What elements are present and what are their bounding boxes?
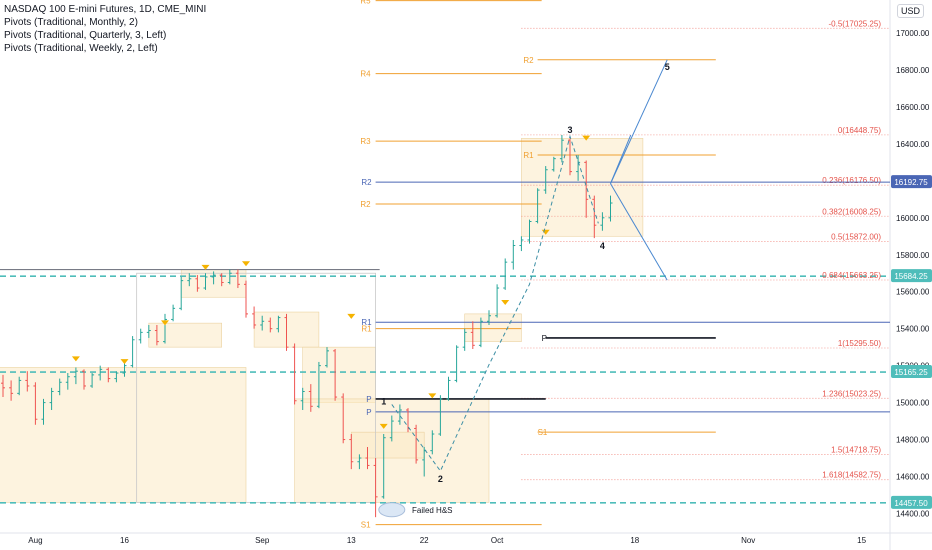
orange-triangle-marker (379, 423, 388, 429)
orange-triangle-marker (161, 320, 169, 326)
fib-level-label: 0.684(15663.25) (822, 271, 881, 280)
chart-legend: NASDAQ 100 E-mini Futures, 1D, CME_MINI … (4, 3, 206, 55)
projection-arrow-down (610, 183, 668, 281)
x-tick-label: 22 (420, 536, 429, 545)
monthly-pivot-label: S1 (361, 521, 371, 530)
price-badge (891, 495, 932, 509)
price-badge-label: 15684.25 (894, 272, 928, 281)
orange-triangle-marker (201, 264, 210, 270)
y-tick-label: 15400.00 (896, 325, 930, 334)
x-tick-label: Sep (255, 536, 270, 545)
price-badge-label: 16192.75 (894, 178, 928, 187)
fib-level-label: -0.5(17025.25) (829, 19, 882, 28)
failed-hs-label: Failed H&S (412, 506, 452, 515)
price-badge (891, 269, 932, 283)
y-tick-label: 14600.00 (896, 473, 930, 482)
y-tick-label: 16000.00 (896, 214, 930, 223)
orange-triangle-marker (242, 261, 250, 267)
fib-level-label: 0.382(16008.25) (822, 207, 881, 216)
monthly-pivot-label: R2 (523, 56, 534, 65)
y-tick-label: 14800.00 (896, 436, 930, 445)
fib-level-label: 1.5(14718.75) (831, 446, 881, 455)
price-badge (891, 175, 932, 189)
x-tick-label: 18 (630, 536, 639, 545)
weekly-pivot-label: P (366, 395, 371, 404)
monthly-pivot-label: R5 (360, 0, 371, 6)
y-tick-label: 16600.00 (896, 103, 930, 112)
wave-label: 1 (381, 396, 386, 406)
weekly-pivot-box (464, 313, 522, 342)
y-tick-label: 16400.00 (896, 140, 930, 149)
weekly-pivot-label: P (542, 334, 547, 343)
weekly-pivot-label: R1 (361, 325, 372, 334)
y-tick-label: 15600.00 (896, 288, 930, 297)
weekly-pivot-box (148, 322, 223, 348)
x-tick-label: 16 (120, 536, 129, 545)
projection-arrow-up-short (610, 134, 632, 184)
fib-level-label: 0(16448.75) (838, 126, 881, 135)
wave-label: 4 (600, 241, 605, 251)
orange-triangle-marker (347, 313, 356, 319)
legend-symbol: NASDAQ 100 E-mini Futures, 1D, CME_MINI (4, 4, 207, 15)
y-tick-label: 17000.00 (896, 29, 930, 38)
fib-level-label: 1.236(15023.25) (822, 389, 881, 398)
x-tick-label: 13 (347, 536, 356, 545)
orange-triangle-marker (501, 300, 510, 306)
y-tick-label: 14400.00 (896, 509, 930, 518)
orange-triangle-marker (428, 393, 437, 399)
fib-level-label: 0.236(16176.50) (822, 176, 881, 185)
orange-triangle-marker (582, 135, 591, 141)
legend-pivots-weekly: Pivots (Traditional, Weekly, 2, Left) (4, 43, 158, 54)
monthly-pivot-label: R3 (360, 137, 371, 146)
wave-label: 3 (567, 125, 572, 135)
price-badge-label: 15165.25 (894, 368, 928, 377)
monthly-pivot-label: R4 (360, 70, 371, 79)
orange-triangle-marker (71, 356, 80, 362)
quarterly-pivot-label: R2 (361, 178, 372, 187)
wave-label: 2 (438, 474, 443, 484)
y-tick-label: 16800.00 (896, 66, 930, 75)
orange-triangle-marker (120, 359, 129, 365)
weekly-pivot-label: S1 (538, 428, 548, 437)
wave-label: 5 (665, 62, 670, 72)
projection-arrow-up (610, 59, 668, 184)
monthly-pivot-label: R2 (360, 200, 371, 209)
x-tick-label: Nov (741, 536, 755, 545)
y-tick-label: 15000.00 (896, 399, 930, 408)
currency-button[interactable]: USD (896, 4, 924, 18)
legend-pivots-monthly: Pivots (Traditional, Monthly, 2) (4, 17, 138, 28)
legend-pivots-quarterly: Pivots (Traditional, Quarterly, 3, Left) (4, 30, 167, 41)
weekly-pivot-box (302, 346, 376, 403)
fib-level-label: 0.5(15872.00) (831, 232, 881, 241)
fib-level-label: 1.618(14582.75) (822, 471, 881, 480)
failed-hs-ellipse (378, 502, 406, 518)
price-badge (891, 365, 932, 379)
x-tick-label: Aug (28, 536, 42, 545)
quarterly-pivot-label: R1 (361, 318, 372, 327)
monthly-pivot-label: R1 (523, 151, 534, 160)
weekly-pivot-box (0, 367, 247, 503)
quarterly-pivot-label: P (366, 408, 371, 417)
x-tick-label: Oct (491, 536, 504, 545)
quarterly-pivot-frame (136, 272, 376, 503)
x-tick-label: 15 (857, 536, 866, 545)
wave-dashed-path (391, 134, 599, 472)
y-tick-label: 15800.00 (896, 251, 930, 260)
fib-level-label: 1(15295.50) (838, 339, 881, 348)
price-badge-label: 14457.50 (894, 499, 928, 508)
weekly-pivot-box (350, 431, 425, 459)
